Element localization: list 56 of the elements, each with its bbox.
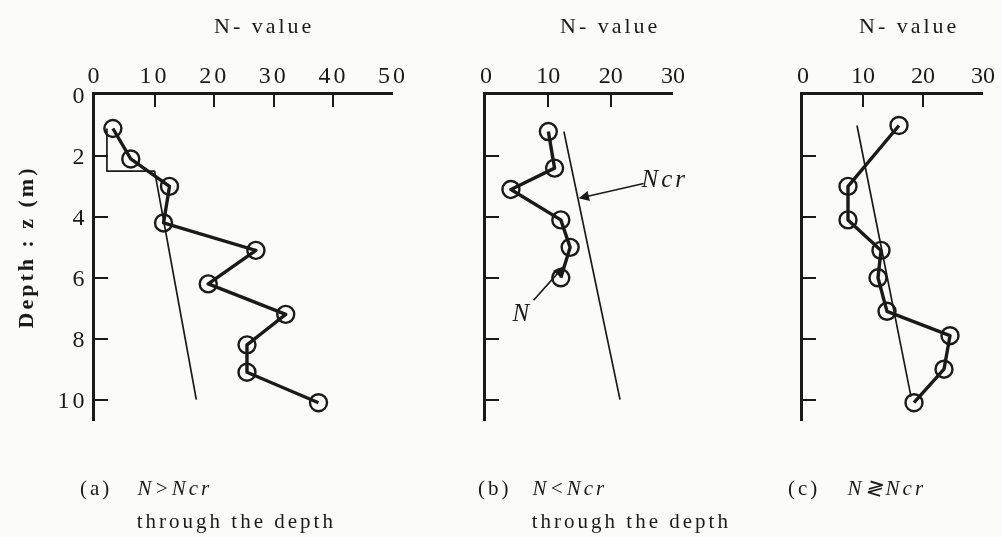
x-tick-label: 40 bbox=[318, 61, 349, 88]
text: N≷Ncr bbox=[846, 476, 927, 500]
text: (c) bbox=[788, 476, 821, 500]
y-axis-title: Depth : z (m) bbox=[13, 165, 38, 329]
x-tick-label: 30 bbox=[661, 61, 685, 88]
point bbox=[153, 213, 174, 233]
point bbox=[940, 325, 960, 346]
point bbox=[551, 210, 571, 230]
annotation: N bbox=[511, 299, 533, 326]
x-tick-label: 0 bbox=[797, 61, 809, 88]
text: N>Ncr through the depth bbox=[136, 476, 336, 533]
x-tick-label: 30 bbox=[258, 61, 289, 88]
y-tick-label: 10 bbox=[57, 387, 88, 414]
y-tick-label: 4 bbox=[72, 204, 88, 231]
x-axis-title: N- value bbox=[214, 13, 315, 38]
point bbox=[877, 301, 897, 322]
point bbox=[889, 115, 909, 136]
x-tick-label: 10 bbox=[139, 61, 170, 88]
point bbox=[538, 121, 559, 142]
x-tick-label: 20 bbox=[911, 61, 935, 88]
point bbox=[121, 149, 141, 169]
text: N<Ncr through the depth bbox=[531, 476, 731, 533]
x-axis-title: N- value bbox=[560, 13, 661, 38]
y-tick-label: 8 bbox=[72, 326, 88, 353]
point bbox=[159, 176, 180, 197]
point bbox=[501, 179, 521, 200]
x-tick-label: 20 bbox=[598, 61, 623, 88]
y-tick-label: 2 bbox=[72, 143, 88, 170]
x-tick-label: 0 bbox=[480, 61, 492, 88]
point bbox=[838, 210, 858, 230]
point bbox=[904, 393, 924, 413]
point bbox=[838, 176, 858, 197]
point bbox=[560, 237, 580, 258]
point bbox=[934, 359, 954, 379]
point bbox=[237, 362, 257, 382]
x-tick-label: 20 bbox=[199, 61, 230, 88]
point bbox=[246, 240, 266, 261]
point bbox=[276, 304, 296, 325]
annotation: Ncr bbox=[640, 165, 688, 192]
x-tick-label: 30 bbox=[971, 61, 995, 88]
point bbox=[198, 274, 218, 294]
x-tick-label: 10 bbox=[536, 61, 561, 88]
x-tick-label: 50 bbox=[378, 61, 408, 88]
text: (a) bbox=[80, 476, 113, 500]
point bbox=[551, 268, 571, 288]
point bbox=[308, 393, 329, 413]
x-axis-title: N- value bbox=[859, 13, 960, 38]
text: (b) bbox=[478, 476, 512, 500]
point bbox=[868, 268, 888, 288]
point bbox=[544, 158, 565, 178]
x-tick-label: 10 bbox=[851, 61, 875, 88]
y-tick-label: 6 bbox=[72, 265, 88, 292]
point bbox=[871, 240, 891, 261]
point bbox=[103, 118, 123, 139]
point bbox=[237, 335, 257, 355]
y-tick-label: 0 bbox=[72, 82, 88, 109]
